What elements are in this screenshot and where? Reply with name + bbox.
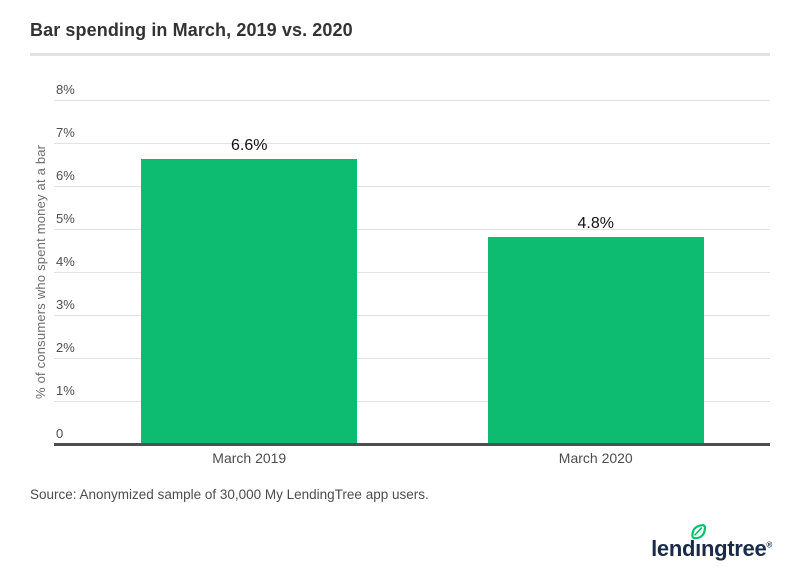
title-divider (30, 53, 770, 56)
gridline (54, 229, 770, 230)
y-tick-label: 4% (56, 254, 75, 269)
y-tick-label: 7% (56, 125, 75, 140)
gridline (54, 272, 770, 273)
y-axis-title: % of consumers who spent money at a bar (33, 144, 48, 400)
x-tick-label: March 2020 (558, 450, 633, 466)
plot-area: 8% 7% 6% 5% 4% 3% 2% 1% 0 6.6% March 2019 4.8% March… (54, 83, 770, 466)
gridline (54, 401, 770, 402)
x-tick-label: March 2019 (212, 450, 287, 466)
y-tick-label: 6% (56, 168, 75, 183)
bar-value-label: 4.8% (577, 214, 614, 232)
gridline (54, 186, 770, 187)
y-tick-label: 3% (56, 297, 75, 312)
bar (487, 236, 704, 443)
y-tick-label: 0 (56, 426, 64, 441)
y-tick-label: 5% (56, 211, 75, 226)
gridline (54, 358, 770, 359)
lendingtree-logo: lendı ngtree® (651, 524, 772, 562)
logo-text-pre: lend (651, 536, 696, 561)
leaf-icon (691, 524, 707, 540)
y-tick-label: 8% (56, 82, 75, 97)
gridline (54, 100, 770, 101)
gridline (54, 143, 770, 144)
gridline (54, 315, 770, 316)
chart-title: Bar spending in March, 2019 vs. 2020 (30, 20, 353, 40)
logo-text-post: ngtree (700, 536, 767, 561)
source-note: Source: Anonymized sample of 30,000 My L… (30, 487, 429, 502)
x-axis-line (54, 443, 770, 446)
y-tick-label: 1% (56, 383, 75, 398)
bar (141, 159, 358, 443)
y-tick-label: 2% (56, 340, 75, 355)
logo-letter-i: ı (691, 524, 707, 562)
bar-value-label: 6.6% (231, 137, 268, 155)
logo-trademark: ® (766, 540, 772, 550)
